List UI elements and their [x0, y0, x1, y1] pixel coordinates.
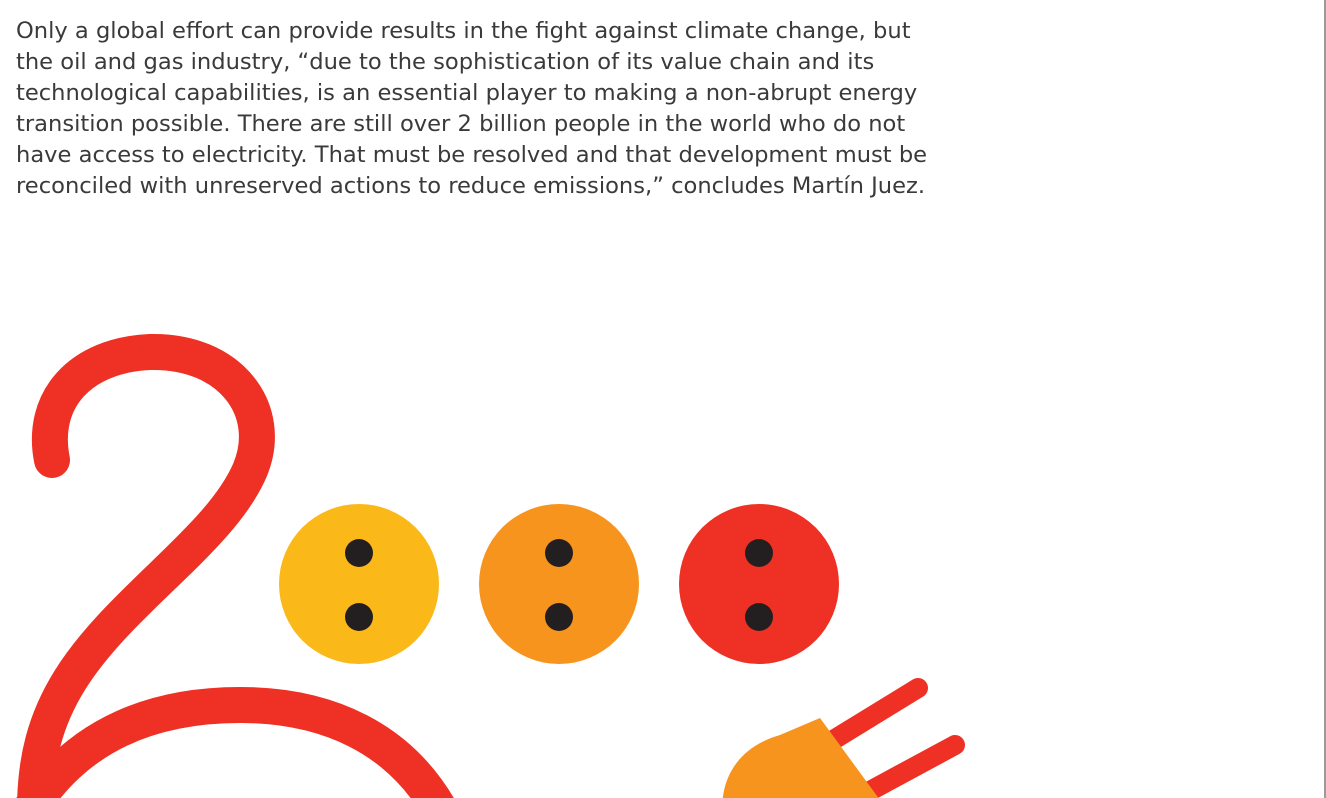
- socket-hole: [545, 603, 573, 631]
- article-frame: Only a global effort can provide results…: [0, 0, 1326, 798]
- plug-prong: [868, 745, 955, 792]
- socket-hole: [345, 539, 373, 567]
- socket: [479, 504, 639, 664]
- socket-hole: [745, 539, 773, 567]
- plug-prong: [830, 688, 918, 742]
- illustration: [0, 300, 1320, 798]
- socket: [679, 504, 839, 664]
- socket-hole: [345, 603, 373, 631]
- paragraph-line: the oil and gas industry, “due to the so…: [16, 47, 927, 78]
- paragraph-line: Only a global effort can provide results…: [16, 16, 927, 47]
- socket: [279, 504, 439, 664]
- paragraph-line: technological capabilities, is an essent…: [16, 78, 927, 109]
- plug: [722, 688, 955, 798]
- socket-hole: [545, 539, 573, 567]
- sockets: [279, 504, 839, 664]
- paragraph-line: reconciled with unreserved actions to re…: [16, 171, 927, 202]
- article-paragraph: Only a global effort can provide results…: [16, 16, 927, 202]
- paragraph-line: transition possible. There are still ove…: [16, 109, 927, 140]
- socket-hole: [745, 603, 773, 631]
- page: {"paragraph": {"lines": [ "Only a global…: [0, 0, 1326, 798]
- cable-arc: [30, 705, 440, 798]
- paragraph-line: have access to electricity. That must be…: [16, 140, 927, 171]
